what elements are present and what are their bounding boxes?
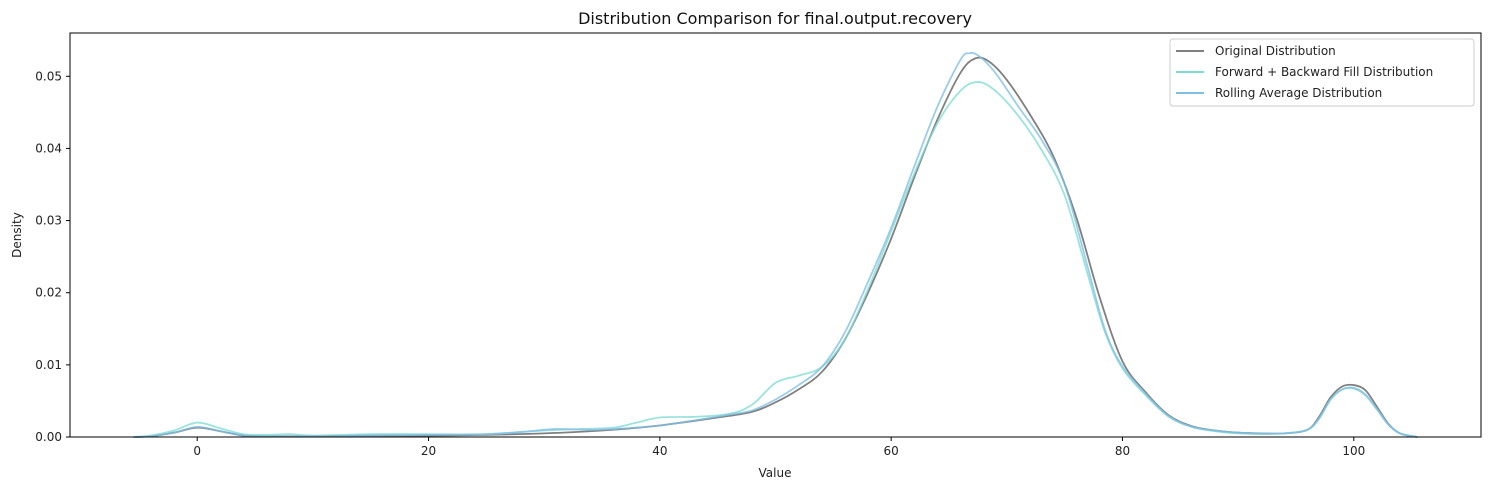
x-tick-label: 100 xyxy=(1342,444,1365,458)
x-tick-label: 80 xyxy=(1115,444,1130,458)
y-tick-label: 0.02 xyxy=(35,286,62,300)
x-axis: 0 20 40 60 80 100 xyxy=(193,437,1365,458)
y-axis: 0.00 0.01 0.02 0.03 0.04 0.05 xyxy=(35,69,70,444)
x-tick-label: 40 xyxy=(652,444,667,458)
x-tick-label: 20 xyxy=(421,444,436,458)
x-tick-label: 0 xyxy=(193,444,201,458)
y-tick-label: 0.03 xyxy=(35,214,62,228)
legend-box xyxy=(1169,38,1475,107)
y-tick-label: 0.05 xyxy=(35,69,62,83)
y-axis-title: Density xyxy=(10,212,24,258)
legend-label: Forward + Backward Fill Distribution xyxy=(1215,65,1433,79)
y-tick-label: 0.01 xyxy=(35,358,62,372)
y-tick-label: 0.00 xyxy=(35,430,62,444)
density-curves xyxy=(133,52,1418,438)
x-axis-title: Value xyxy=(759,466,792,480)
legend: Original Distribution Forward + Backward … xyxy=(1169,38,1475,107)
series-line-forward-backward-fill-distribution xyxy=(133,81,1418,438)
series-line-rolling-average-distribution xyxy=(133,52,1418,438)
chart-title: Distribution Comparison for final.output… xyxy=(578,9,972,28)
x-tick-label: 60 xyxy=(884,444,899,458)
series-line-original-distribution xyxy=(133,56,1418,438)
legend-label: Original Distribution xyxy=(1215,44,1336,58)
legend-label: Rolling Average Distribution xyxy=(1215,86,1382,100)
y-tick-label: 0.04 xyxy=(35,141,62,155)
plot-frame xyxy=(69,32,1482,438)
